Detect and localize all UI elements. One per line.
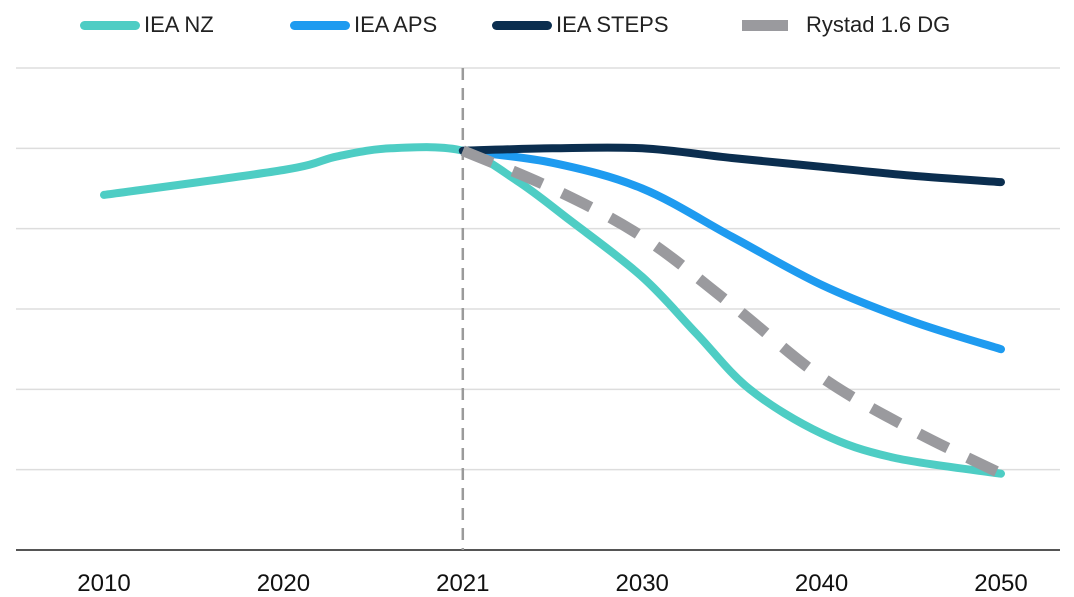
x-tick-label-2020: 2020 — [257, 570, 310, 597]
legend-swatch-iea-aps — [290, 20, 350, 30]
legend-label-iea-steps: IEA STEPS — [556, 12, 669, 37]
legend-item-iea-aps: IEA APS — [290, 10, 437, 40]
legend-item-iea-nz: IEA NZ — [80, 10, 214, 40]
legend-item-iea-steps: IEA STEPS — [492, 10, 669, 40]
legend-label-iea-nz: IEA NZ — [144, 12, 214, 37]
x-tick-label-2040: 2040 — [795, 570, 848, 597]
series-line-iea-nz — [100, 143, 1005, 478]
x-tick-label-2030: 2030 — [616, 570, 669, 597]
legend-label-iea-aps: IEA APS — [354, 12, 438, 37]
legend-swatch-rystad-1-6-dg — [742, 19, 788, 31]
legend-label-rystad-1-6-dg: Rystad 1.6 DG — [806, 12, 951, 37]
x-tick-label-2021: 2021 — [436, 570, 489, 597]
series-line-iea-aps — [458, 146, 1005, 354]
x-tick-label-2010: 2010 — [77, 570, 130, 597]
chart-legend: IEA NZ IEA APS IEA STEPS Rystad 1.6 DG — [0, 0, 1074, 50]
legend-item-rystad-1-6-dg: Rystad 1.6 DG — [742, 10, 950, 40]
legend-swatch-iea-steps — [492, 20, 552, 30]
legend-swatch-iea-nz — [80, 20, 140, 30]
x-tick-label-2050: 2050 — [974, 570, 1027, 597]
series-line-iea-steps — [458, 143, 1005, 187]
